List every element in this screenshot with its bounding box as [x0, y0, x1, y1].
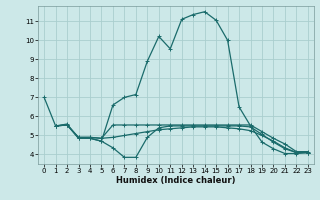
X-axis label: Humidex (Indice chaleur): Humidex (Indice chaleur) [116, 176, 236, 185]
